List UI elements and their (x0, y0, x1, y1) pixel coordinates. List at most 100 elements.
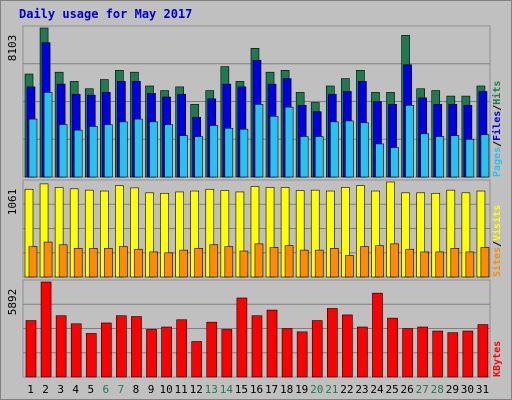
x-tick-label: 18 (280, 383, 293, 396)
bar-pages (73, 129, 83, 178)
bar-kbytes (447, 332, 459, 378)
legend-entry: Pages (492, 147, 503, 177)
bar-pages (284, 106, 294, 178)
bar-kbytes (85, 333, 97, 378)
bar-pages (405, 104, 414, 178)
bar-pages (465, 139, 475, 178)
x-tick-label: 21 (325, 383, 338, 396)
x-tick-label: 20 (310, 383, 323, 396)
bar-kbytes (477, 324, 489, 378)
bar-pages (239, 128, 249, 178)
bar-sites (224, 246, 234, 278)
bar-sites (164, 252, 173, 278)
bar-kbytes (101, 322, 112, 378)
x-tick-label: 13 (205, 383, 218, 396)
bar-pages (194, 136, 204, 178)
bar-pages (390, 147, 399, 178)
bar-sites (149, 251, 158, 278)
legend-entry: Hits (491, 81, 503, 105)
legend-entry: / (492, 141, 503, 147)
bar-sites (390, 243, 399, 278)
x-tick-label: 27 (416, 383, 429, 396)
bar-pages (360, 122, 369, 178)
bar-sites (104, 248, 113, 278)
x-tick-label: 17 (265, 383, 278, 396)
bar-pages (28, 118, 38, 178)
bar-sites (345, 255, 354, 278)
bar-pages (58, 124, 68, 178)
bar-sites (239, 250, 249, 278)
bar-pages (299, 136, 309, 178)
x-tick-label: 1 (27, 383, 34, 396)
bar-sites (73, 248, 83, 278)
x-tick-label: 12 (190, 383, 203, 396)
x-tick-label: 16 (250, 383, 263, 396)
bar-sites (420, 251, 429, 278)
bar-pages (209, 125, 219, 178)
x-tick-label: 4 (72, 383, 79, 396)
bar-kbytes (281, 328, 293, 378)
bar-kbytes (161, 326, 172, 378)
bar-kbytes (387, 317, 398, 378)
bar-kbytes (116, 315, 127, 378)
x-tick-label: 23 (355, 383, 368, 396)
x-tick-label: 7 (118, 383, 125, 396)
x-tick-label: 5 (87, 383, 94, 396)
bar-pages (345, 120, 354, 178)
bar-kbytes (342, 314, 353, 378)
legend-entry: / (492, 105, 503, 111)
bar-kbytes (417, 326, 428, 378)
y-max-tick-label: 5892 (6, 289, 19, 316)
chart-title: Daily usage for May 2017 (19, 7, 192, 21)
bar-pages (88, 126, 98, 178)
bar-sites (209, 244, 219, 278)
bar-pages (224, 127, 234, 178)
bar-kbytes (55, 315, 67, 378)
bar-kbytes (296, 331, 308, 378)
x-tick-label: 10 (159, 383, 172, 396)
y-max-tick-label: 1061 (6, 189, 19, 216)
bar-kbytes (206, 321, 218, 378)
panel-visits-sites: 1061 Sites/Visits (6, 179, 503, 278)
legend-kbytes: KBytes (492, 341, 503, 377)
bar-kbytes (191, 341, 203, 378)
bar-kbytes (70, 323, 82, 378)
bar-kbytes (432, 330, 444, 378)
bar-kbytes (146, 329, 157, 378)
x-tick-label: 29 (446, 383, 459, 396)
bar-sites (43, 241, 53, 278)
x-tick-label: 11 (175, 383, 188, 396)
bar-pages (314, 136, 324, 178)
bar-kbytes (462, 330, 474, 378)
bar-sites (28, 246, 38, 278)
x-tick-label: 30 (461, 383, 474, 396)
bar-sites (134, 248, 143, 278)
legend-hits-files-pages: Pages/Files/Hits (491, 81, 503, 177)
x-tick-label: 31 (476, 383, 489, 396)
bar-kbytes (326, 308, 338, 378)
bar-sites (314, 249, 324, 278)
bar-kbytes (131, 316, 142, 378)
bar-sites (284, 245, 294, 278)
bar-sites (119, 246, 128, 278)
x-tick-label: 22 (340, 383, 353, 396)
bar-sites (405, 248, 414, 278)
x-tick-label: 14 (220, 383, 234, 396)
legend-entry: KBytes (492, 341, 503, 377)
bar-kbytes (357, 326, 368, 378)
bar-kbytes (221, 329, 233, 378)
bar-sites (88, 248, 98, 278)
bar-pages (164, 124, 173, 178)
bar-pages (179, 135, 188, 178)
bar-kbytes (236, 297, 248, 378)
panel-kbytes: 5892 KBytes (6, 279, 503, 378)
x-tick-label: 3 (57, 383, 64, 396)
bar-kbytes (372, 292, 383, 378)
bar-sites (179, 249, 188, 278)
bar-kbytes (266, 309, 278, 378)
legend-entry: Sites (491, 247, 503, 277)
legend-entry: / (492, 241, 503, 247)
